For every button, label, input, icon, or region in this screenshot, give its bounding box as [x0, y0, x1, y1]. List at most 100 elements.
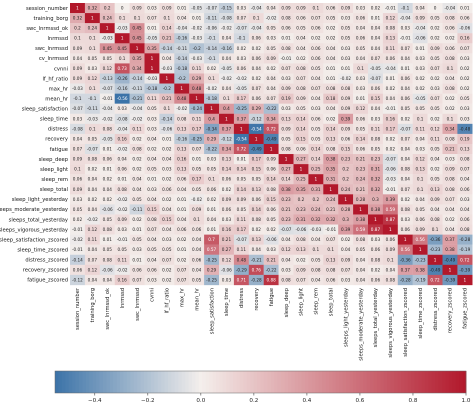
heatmap-cell — [114, 73, 130, 84]
heatmap-cell — [412, 274, 428, 286]
heatmap-cell — [114, 234, 130, 245]
heatmap-cell — [248, 43, 264, 54]
heatmap-cell — [368, 113, 384, 125]
cell-value-label: 0.05 — [311, 126, 321, 131]
cell-value-label: 0.01 — [177, 247, 187, 252]
heatmap-cell — [323, 254, 339, 266]
heatmap-cell — [233, 3, 249, 14]
heatmap-cell — [263, 93, 279, 104]
cell-value-label: 0.01 — [103, 167, 113, 172]
cell-value-label: 0.08 — [296, 66, 306, 71]
cell-value-label: -0.28 — [251, 277, 262, 282]
heatmap-cell — [233, 13, 249, 24]
heatmap-cell — [397, 244, 413, 255]
cell-value-label: 0.06 — [415, 217, 425, 222]
cell-value-label: 0.05 — [103, 56, 113, 61]
heatmap-cell — [159, 194, 175, 205]
heatmap-cell — [397, 234, 413, 245]
heatmap-cell — [70, 143, 86, 155]
heatmap-cell — [338, 264, 354, 276]
cell-value-label: 0.04 — [222, 86, 232, 91]
cell-value-label: 0.07 — [281, 66, 291, 71]
heatmap-cell — [308, 254, 324, 266]
heatmap-cell — [114, 133, 130, 145]
heatmap-cell — [353, 23, 369, 34]
heatmap-cell — [159, 123, 175, 135]
cell-value-label: 0.59 — [386, 207, 396, 212]
heatmap-cell — [84, 174, 100, 185]
colorbar-segment — [229, 371, 234, 393]
heatmap-cell — [219, 33, 235, 44]
cell-value-label: 0.02 — [177, 257, 187, 262]
colorbar-segment — [284, 371, 289, 393]
cell-value-label: 0.29 — [207, 136, 217, 141]
heatmap-cell — [189, 224, 205, 235]
cell-value-label: -0.06 — [459, 26, 470, 31]
cell-value-label: 0.08 — [460, 227, 470, 232]
colorbar-segment — [308, 371, 313, 393]
cell-value-label: 0.04 — [147, 157, 157, 162]
heatmap-cell — [368, 224, 384, 235]
heatmap-cell — [323, 103, 339, 114]
cell-value-label: 0.15 — [341, 147, 351, 152]
cell-value-label: 0.27 — [296, 157, 306, 162]
cell-value-label: 0.1 — [432, 227, 439, 232]
heatmap-cell — [70, 244, 86, 255]
cell-value-label: -0.02 — [236, 76, 247, 81]
row-label: session_number — [26, 6, 69, 12]
colorbar-segment — [58, 371, 63, 393]
cell-value-label: 0.04 — [311, 96, 321, 101]
cell-value-label: 0.24 — [311, 207, 321, 212]
cell-value-label: 0.09 — [415, 227, 425, 232]
heatmap-cell — [204, 43, 220, 54]
cell-value-label: -0.06 — [415, 36, 426, 41]
heatmap-cell — [308, 154, 324, 165]
row-label: swc_lnrmssd_ok — [26, 26, 68, 32]
cell-value-label: -0.14 — [176, 56, 187, 61]
heatmap-cell — [70, 43, 86, 54]
cell-value-label: 0.03 — [401, 217, 411, 222]
heatmap-cell — [129, 133, 145, 145]
cell-value-label: 0.02 — [266, 227, 276, 232]
heatmap-cell — [397, 53, 413, 64]
heatmap-cell — [263, 204, 279, 215]
cell-value-label: 0.02 — [296, 257, 306, 262]
heatmap-cell — [248, 53, 264, 64]
heatmap-cell — [204, 23, 220, 34]
cell-value-label: 0.08 — [386, 26, 396, 31]
column-label: sleep_time — [224, 288, 230, 316]
cell-value-label: 0.08 — [296, 237, 306, 242]
cell-value-label: 0.04 — [445, 227, 455, 232]
colorbar-segment — [215, 371, 220, 393]
cell-value-label: 0.39 — [386, 197, 396, 202]
heatmap-cell — [84, 274, 100, 286]
heatmap-cell — [144, 244, 160, 255]
row-label: sleep_time — [40, 117, 68, 123]
heatmap-cell — [368, 164, 384, 175]
cell-value-label: 0.01 — [207, 207, 217, 212]
cell-value-label: -0.01 — [385, 187, 396, 192]
column-label: sleep_time_zscored — [418, 288, 424, 339]
cell-value-label: 0.12 — [103, 66, 113, 71]
cell-value-label: 0.4 — [223, 106, 230, 111]
colorbar-segment — [164, 371, 169, 393]
heatmap-cell — [248, 274, 264, 286]
cell-value-label: 0.08 — [103, 227, 113, 232]
cell-value-label: 0.32 — [371, 187, 381, 192]
heatmap-cell — [412, 13, 428, 24]
heatmap-cell — [397, 143, 413, 155]
cell-value-label: 0.02 — [177, 237, 187, 242]
cell-value-label: -0.18 — [176, 66, 187, 71]
cell-value-label: 1 — [359, 207, 362, 212]
heatmap-cells: 1 0.32 0.2 0 0.09 0.03 0.09 0.01 -0.05 -0.07 -0.15… — [70, 3, 473, 286]
cell-value-label: -0.02 — [191, 197, 202, 202]
heatmap-cell — [144, 184, 160, 195]
heatmap-cell — [382, 123, 398, 135]
cell-value-label: 0.06 — [73, 177, 83, 182]
colorbar-segment — [174, 371, 179, 393]
cell-value-label: 0.05 — [415, 207, 425, 212]
heatmap-cell — [219, 274, 235, 286]
cell-value-label: 0.02 — [103, 177, 113, 182]
colorbar-segment — [329, 371, 333, 393]
cell-value-label: -0.54 — [251, 126, 262, 131]
